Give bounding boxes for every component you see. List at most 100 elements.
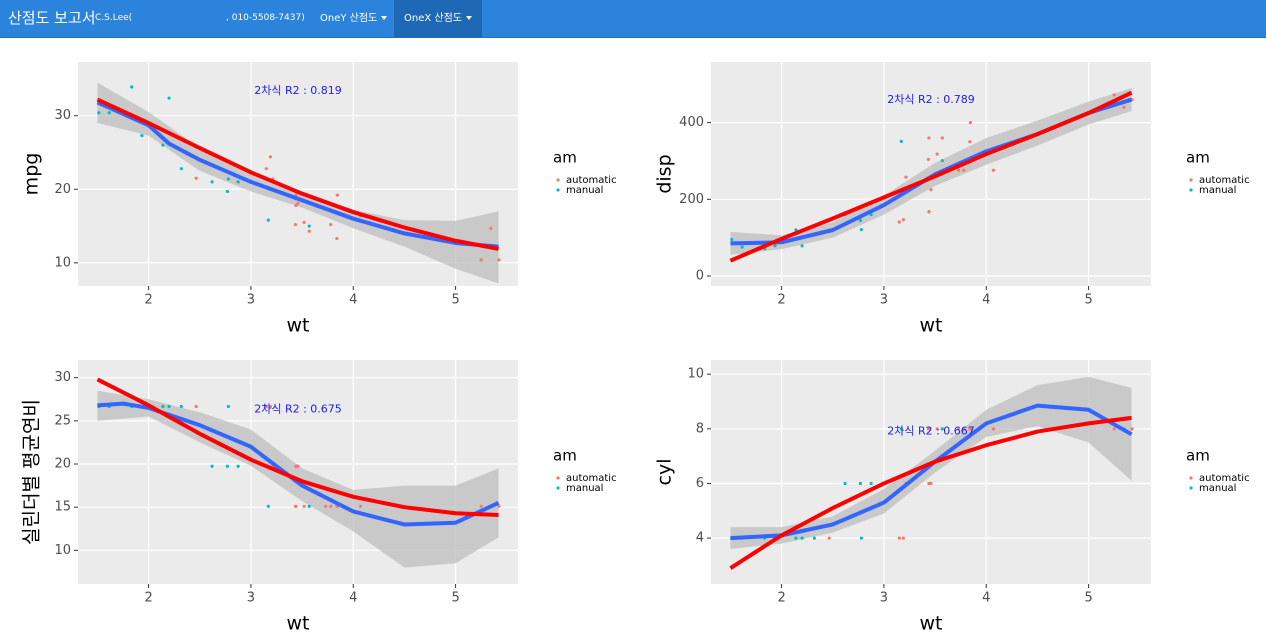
point <box>264 404 268 409</box>
x-tick-label: 4 <box>349 591 357 606</box>
x-tick-label: 5 <box>451 591 459 606</box>
y-axis-label: disp <box>654 154 676 193</box>
annotation: 2차식 R2 : 0.675 <box>254 402 342 415</box>
x-tick-label: 5 <box>1084 591 1092 606</box>
point <box>107 111 111 115</box>
legend-swatch <box>1189 476 1193 480</box>
point <box>901 218 905 222</box>
point <box>226 177 231 181</box>
annotation: 2차식 R2 : 0.789 <box>887 93 975 106</box>
point <box>899 139 903 143</box>
point <box>167 96 171 100</box>
point <box>479 504 483 508</box>
author: C.S.Lee( <box>95 13 133 23</box>
fit-line <box>96 100 499 249</box>
point <box>940 136 944 140</box>
fit-line <box>96 97 499 251</box>
point <box>935 427 939 431</box>
point <box>293 504 298 508</box>
legend-label: manual <box>1199 185 1236 196</box>
y-tick-label: 30 <box>54 108 71 123</box>
point <box>167 404 171 409</box>
legend-label: manual <box>566 483 603 494</box>
point <box>296 201 300 205</box>
point <box>335 236 339 241</box>
y-tick-label: 15 <box>54 500 71 515</box>
y-tick-label: 400 <box>679 115 704 130</box>
point <box>225 464 229 468</box>
point <box>927 210 931 214</box>
point <box>858 218 862 223</box>
y-axis-label: 실린더별 평균연비 <box>21 399 43 545</box>
legend-swatch <box>556 188 560 192</box>
chart: 0 200 400 2 3 4 5 2차식 R2 : 0.789 wt disp am automat… <box>654 62 1250 337</box>
legend-title: am <box>553 149 577 167</box>
y-tick-label: 8 <box>696 421 704 436</box>
point <box>140 133 144 138</box>
point <box>899 427 903 431</box>
legend-title: am <box>1186 149 1210 167</box>
fit-line <box>97 401 500 527</box>
point <box>97 111 101 115</box>
annotation: 2차식 R2 : 0.819 <box>254 84 342 97</box>
x-tick-label: 5 <box>451 293 459 308</box>
legend-swatch <box>1189 486 1193 490</box>
chart: 10 15 20 25 30 2 3 4 5 2차식 R2 : 0.675 wt 실린더별 평균연비 a… <box>21 360 617 635</box>
brand[interactable]: 산점도 보고서 <box>8 9 96 27</box>
point <box>479 258 483 262</box>
point <box>307 224 311 228</box>
menu-item[interactable]: OneX 산점도 <box>394 0 482 37</box>
point <box>773 244 777 248</box>
point <box>858 481 862 486</box>
y-tick-label: 10 <box>687 367 704 382</box>
legend-title: am <box>553 447 577 465</box>
point <box>266 218 270 222</box>
phone: , 010-5508-7437) <box>226 13 305 23</box>
point <box>1112 93 1116 97</box>
point <box>264 167 268 171</box>
point <box>226 404 231 409</box>
point <box>302 504 306 508</box>
point <box>968 140 972 144</box>
point <box>968 427 972 431</box>
x-tick-label: 4 <box>982 591 990 606</box>
y-tick-label: 0 <box>696 269 704 284</box>
point <box>904 175 908 179</box>
x-tick-label: 3 <box>880 591 888 606</box>
point <box>268 155 272 159</box>
x-tick-label: 3 <box>880 293 888 308</box>
point <box>302 220 306 224</box>
point <box>897 220 901 224</box>
point <box>324 504 328 508</box>
x-axis-label: wt <box>287 315 310 337</box>
x-tick-label: 4 <box>349 293 357 308</box>
point <box>962 427 966 431</box>
point <box>293 222 298 227</box>
point <box>869 481 873 486</box>
x-axis-label: wt <box>920 613 943 635</box>
point <box>940 427 944 431</box>
x-axis-label: wt <box>287 613 310 635</box>
point <box>962 168 966 172</box>
x-tick-label: 4 <box>982 293 990 308</box>
menu-item[interactable]: OneY 산점도 <box>310 0 397 37</box>
x-tick-label: 2 <box>777 293 785 308</box>
point <box>329 504 333 508</box>
legend-swatch <box>556 486 560 490</box>
point <box>489 226 493 230</box>
legend-label: automatic <box>566 473 617 484</box>
legend-swatch <box>556 178 560 182</box>
point <box>358 504 363 508</box>
y-tick-label: 6 <box>696 476 704 491</box>
point <box>740 245 744 249</box>
point <box>926 157 931 162</box>
point <box>236 180 240 184</box>
point <box>210 464 214 468</box>
point <box>194 176 198 180</box>
fit-line <box>729 415 1132 570</box>
confidence-band <box>730 88 1132 255</box>
annotation: 2차식 R2 : 0.667 <box>887 425 975 438</box>
x-tick-label: 5 <box>1084 293 1092 308</box>
y-axis-label: cyl <box>654 459 676 486</box>
legend-title: am <box>1186 447 1210 465</box>
